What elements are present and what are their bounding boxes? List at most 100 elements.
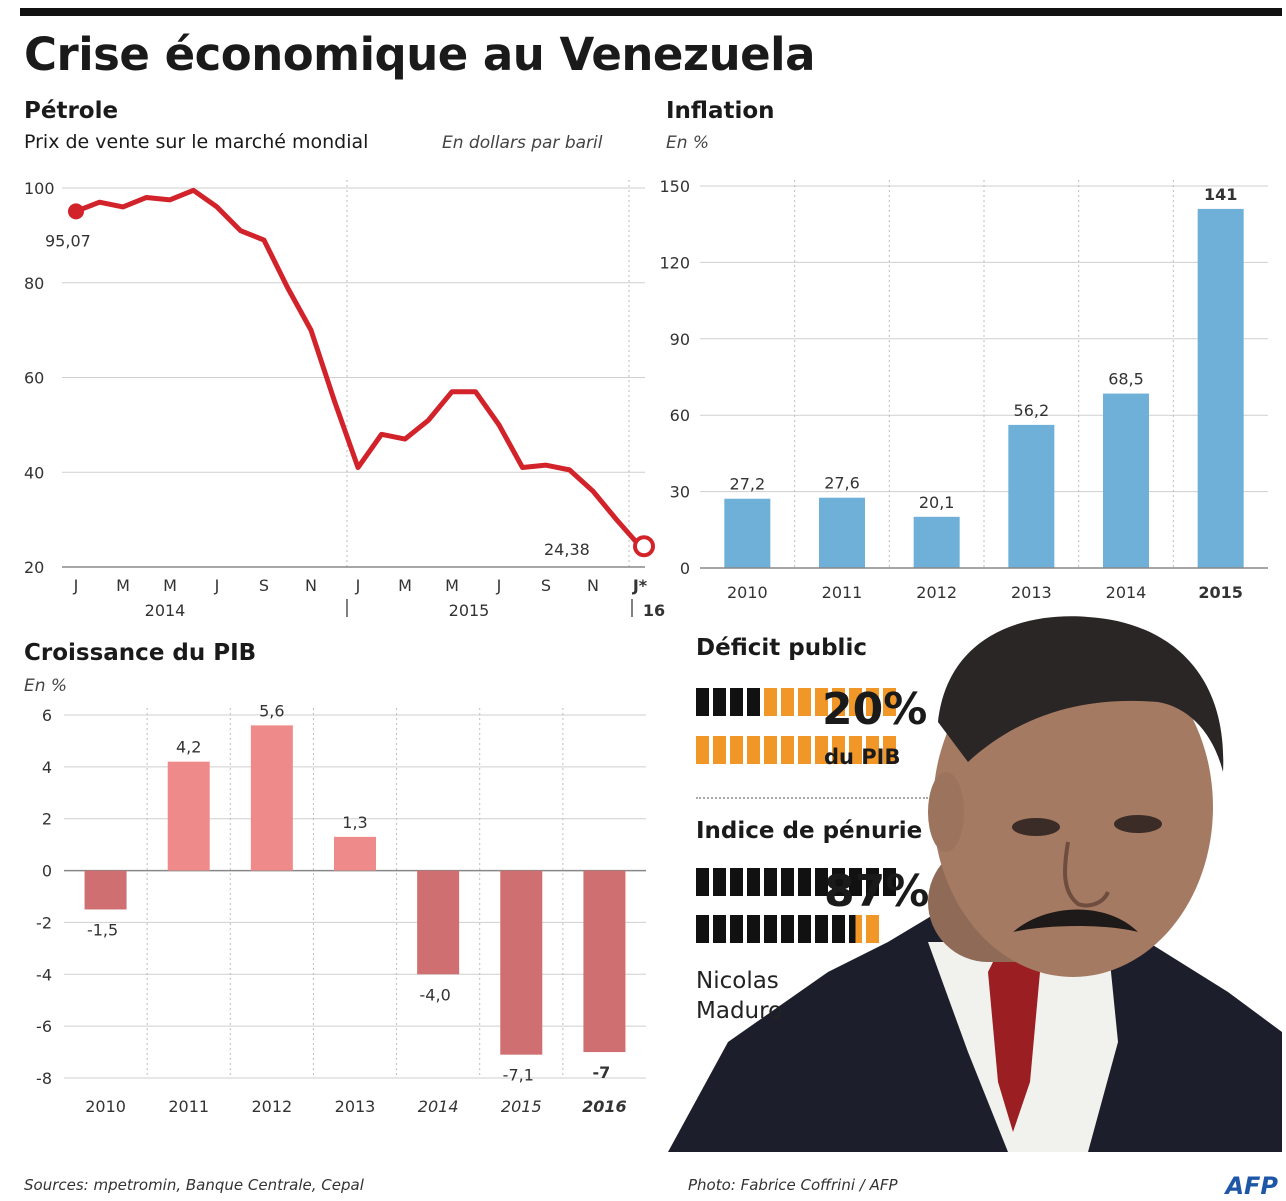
inflation-value-label: 20,1	[919, 493, 955, 512]
gdp-bar	[84, 870, 127, 910]
gdp-value-label: -1,5	[87, 920, 118, 939]
inflation-y-tick: 30	[670, 483, 690, 502]
inflation-x-tick: 2013	[1011, 583, 1052, 602]
top-rule	[20, 8, 1282, 16]
oil-y-tick: 60	[24, 369, 44, 388]
gdp-y-tick: 4	[42, 758, 52, 777]
oil-x-tick: S	[541, 576, 551, 595]
deficit-square	[713, 688, 726, 716]
oil-x-tick: M	[398, 576, 412, 595]
gdp-bar	[334, 836, 376, 871]
oil-x-tick: M	[445, 576, 459, 595]
oil-end-label: 24,38	[544, 540, 590, 559]
shortage-square	[883, 868, 896, 896]
deficit-square	[849, 736, 862, 764]
deficit-square	[764, 736, 777, 764]
inflation-y-tick: 120	[659, 253, 690, 272]
inflation-value-label: 27,2	[730, 475, 766, 494]
shortage-square	[713, 915, 726, 943]
shortage-square	[815, 868, 828, 896]
deficit-square	[747, 688, 760, 716]
deficit-square	[781, 688, 794, 716]
inflation-value-label: 68,5	[1108, 370, 1144, 389]
shortage-square	[781, 868, 794, 896]
gdp-y-tick: 2	[42, 810, 52, 829]
shortage-square	[713, 868, 726, 896]
deficit-square	[866, 736, 879, 764]
deficit-square	[849, 688, 862, 716]
inflation-x-tick: 2012	[916, 583, 957, 602]
shortage-square	[781, 915, 794, 943]
deficit-square	[764, 688, 777, 716]
oil-subtitle: Prix de vente sur le marché mondial	[24, 131, 369, 153]
gdp-y-tick: -8	[36, 1069, 52, 1088]
gdp-y-tick: -6	[36, 1017, 52, 1036]
deficit-title: Déficit public	[696, 635, 867, 661]
shortage-square	[815, 915, 828, 943]
oil-year-label: 2015	[449, 601, 490, 620]
inflation-y-tick: 0	[680, 559, 690, 578]
deficit-squares-row-1	[696, 688, 896, 716]
deficit-square	[866, 688, 879, 716]
shortage-square	[696, 915, 709, 943]
gdp-y-tick: 6	[42, 706, 52, 725]
deficit-square	[832, 736, 845, 764]
gdp-bar	[417, 870, 460, 975]
oil-x-tick: J	[496, 576, 502, 595]
inflation-bar	[1197, 208, 1244, 569]
oil-x-tick: J	[355, 576, 361, 595]
gdp-value-label: 1,3	[342, 813, 367, 832]
oil-y-tick: 20	[24, 558, 44, 577]
sources: Sources: mpetromin, Banque Centrale, Cep…	[24, 1176, 364, 1194]
afp-logo: AFP	[1225, 1172, 1278, 1200]
inflation-x-tick: 2010	[727, 583, 768, 602]
deficit-square	[815, 736, 828, 764]
deficit-square	[798, 688, 811, 716]
deficit-square	[713, 736, 726, 764]
inflation-unit: En %	[666, 133, 710, 153]
deficit-square	[883, 688, 896, 716]
gdp-y-tick: -4	[36, 965, 52, 984]
shortage-square	[730, 868, 743, 896]
inflation-bar	[724, 498, 771, 568]
oil-year-label: 2014	[145, 601, 186, 620]
oil-y-tick: 40	[24, 463, 44, 482]
oil-year-label: 16	[643, 601, 665, 620]
shortage-square	[747, 868, 760, 896]
gdp-value-label: 4,2	[176, 738, 201, 757]
inflation-x-tick: 2011	[822, 583, 863, 602]
gdp-value-label: -7	[593, 1063, 611, 1082]
oil-price-line	[75, 187, 642, 548]
shortage-square	[764, 915, 777, 943]
gdp-value-label: -4,0	[420, 985, 451, 1004]
gdp-y-tick: 0	[42, 862, 52, 881]
oil-x-tick: S	[259, 576, 269, 595]
oil-x-tick: J*	[632, 576, 648, 595]
inflation-y-tick: 150	[659, 177, 690, 196]
oil-x-tick: N	[587, 576, 599, 595]
oil-y-tick: 80	[24, 274, 44, 293]
deficit-value: 20%	[822, 684, 928, 735]
portrait-photo	[668, 616, 1282, 1152]
gdp-bar	[583, 870, 626, 1053]
gdp-y-tick: -2	[36, 913, 52, 932]
deficit-square	[747, 736, 760, 764]
shortage-square	[832, 915, 845, 943]
oil-x-tick: N	[305, 576, 317, 595]
shortage-square	[764, 868, 777, 896]
gdp-growth-chart: -8 -6 -4 -2 0 2 4 6 -1,5 2010 4,2 2011 5,6 2012 1,3 201…	[36, 701, 646, 1116]
gdp-bar	[250, 725, 293, 871]
inflation-value-label: 27,6	[824, 474, 860, 493]
gdp-x-tick: 2010	[85, 1097, 126, 1116]
shortage-title: Indice de pénurie	[696, 818, 923, 844]
inflation-bar	[1103, 393, 1149, 568]
inflation-x-tick: 2014	[1106, 583, 1147, 602]
shortage-square	[730, 915, 743, 943]
shortage-square	[866, 915, 879, 943]
page-title: Crise économique au Venezuela	[24, 28, 815, 81]
inflation-y-tick: 60	[670, 406, 690, 425]
oil-unit: En dollars par baril	[442, 133, 603, 153]
shortage-square	[866, 868, 879, 896]
gdp-x-tick: 2016	[582, 1097, 627, 1116]
inflation-chart: 0 30 60 90 120 150 27,2 2010 27,6 2011 20,1 2012 56,…	[659, 177, 1268, 602]
